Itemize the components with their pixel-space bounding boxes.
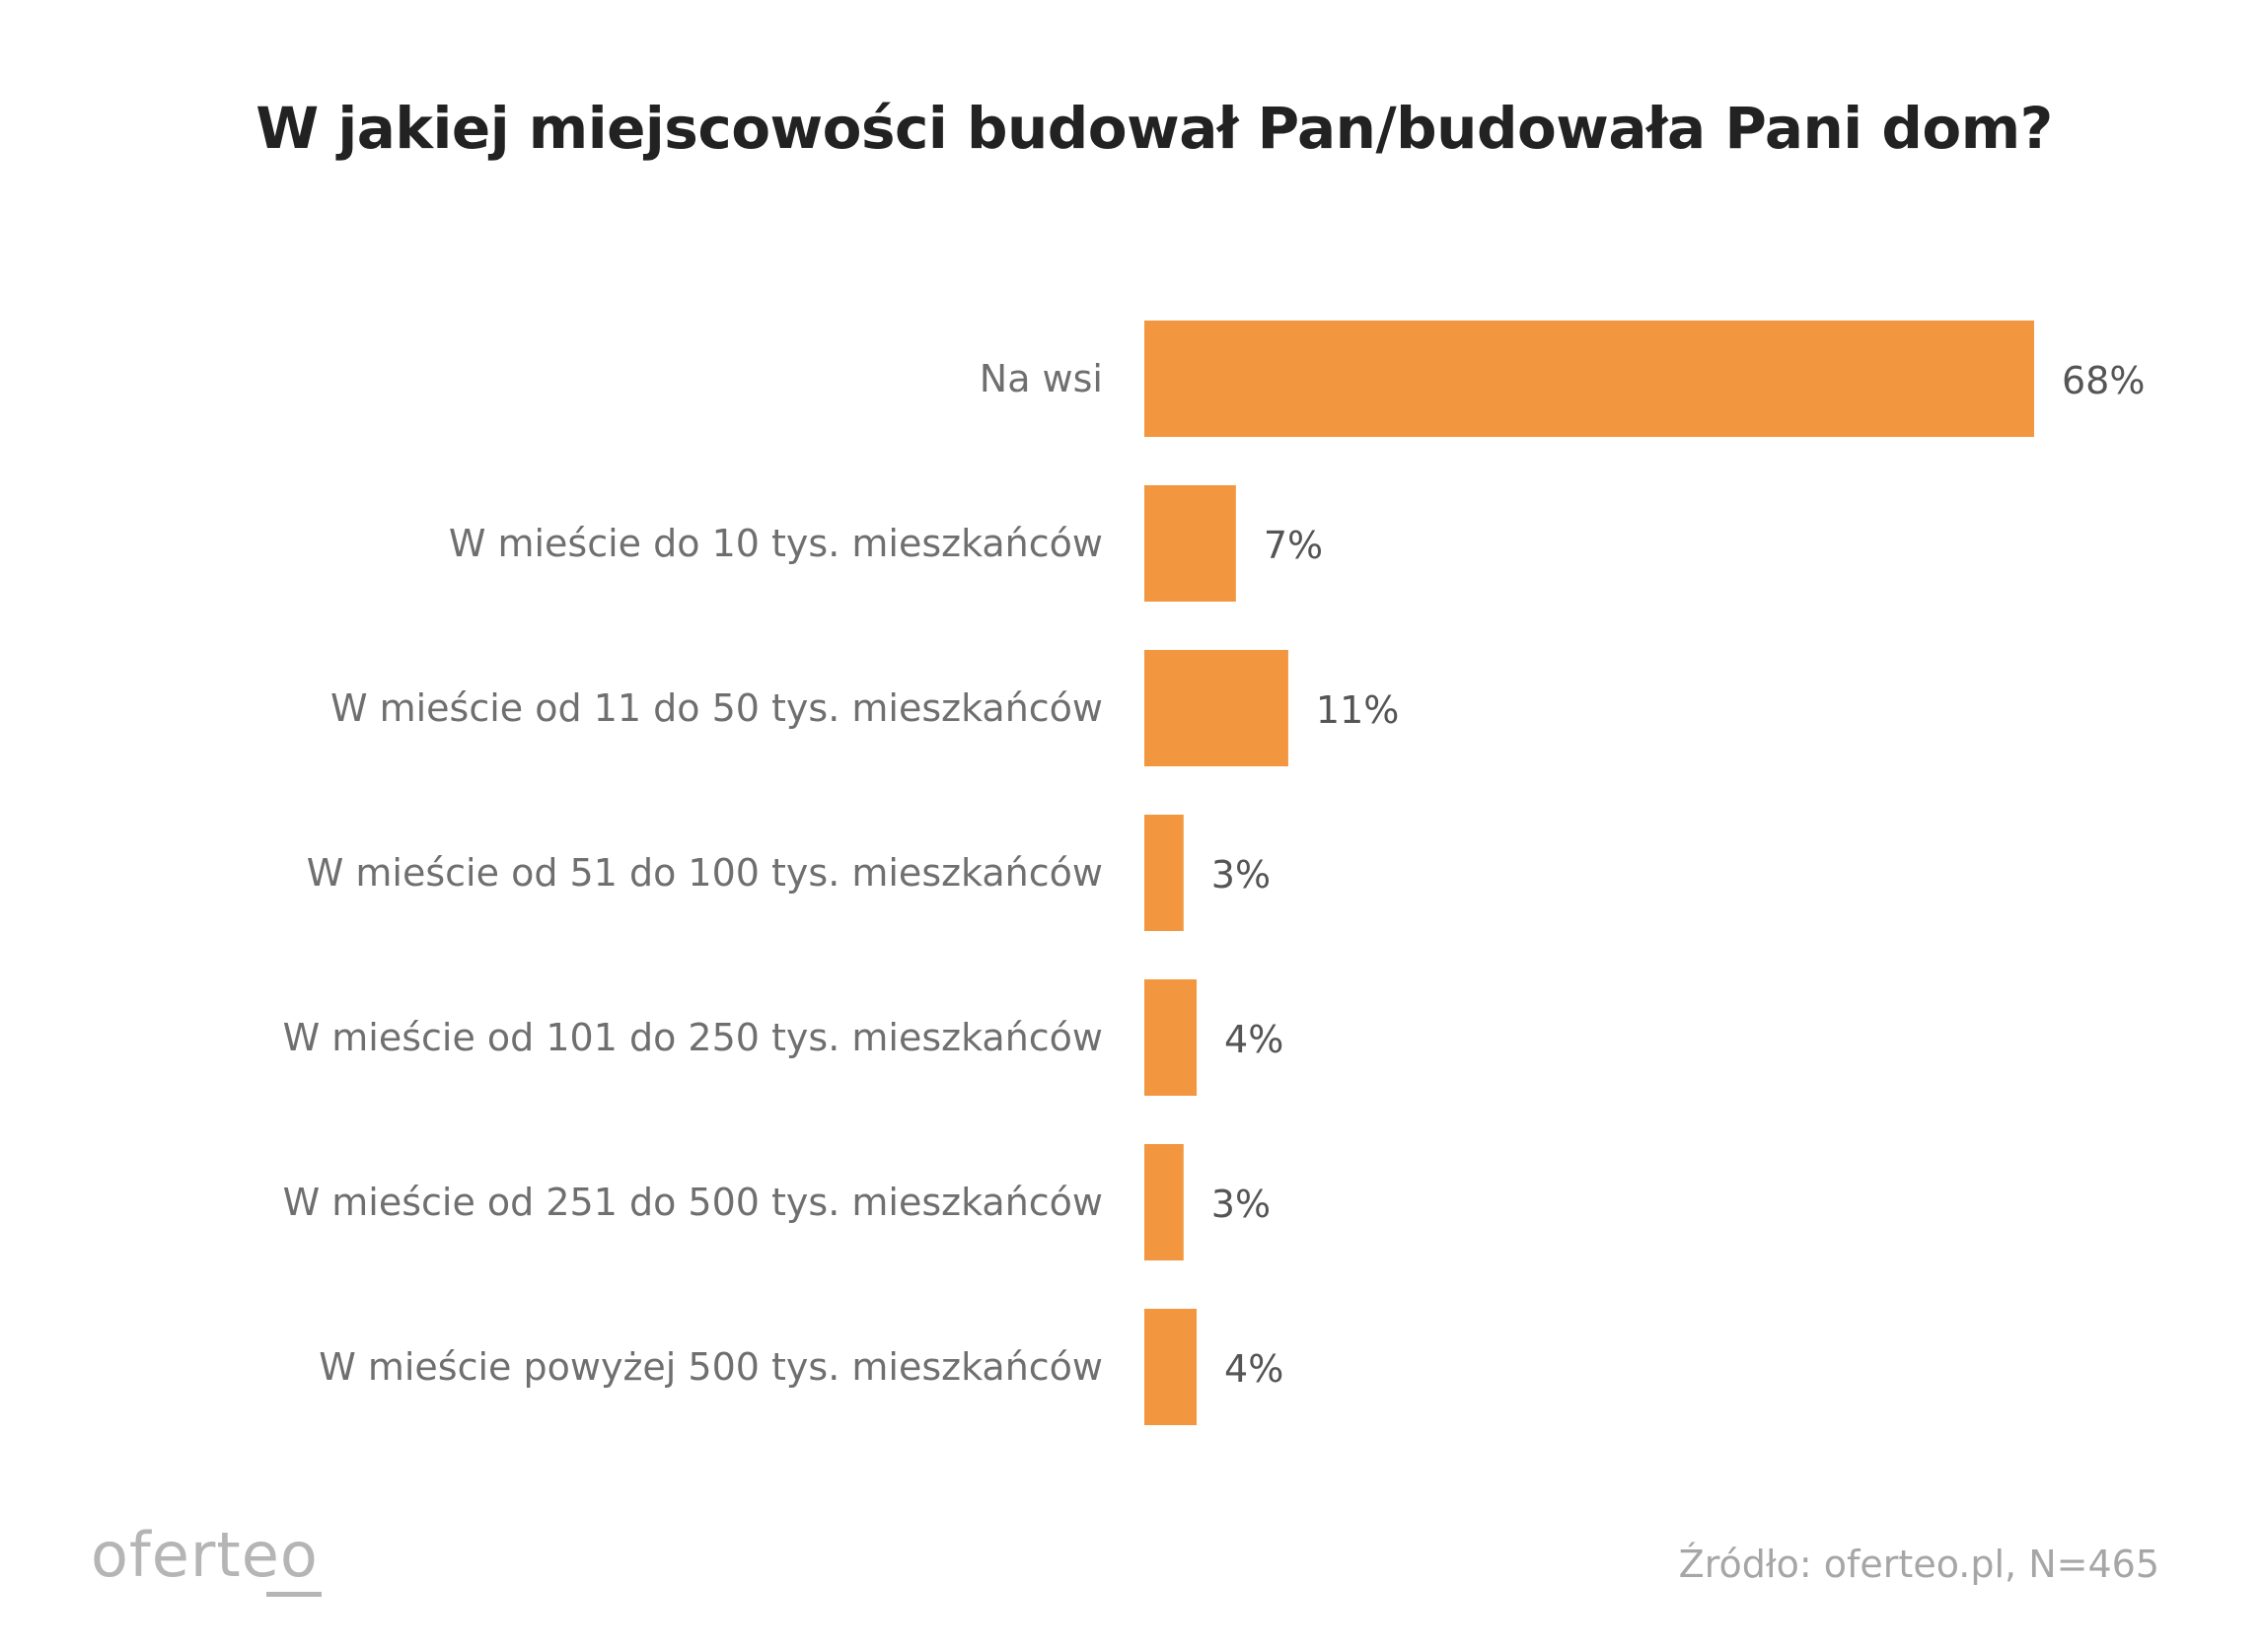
category-label: Na wsi	[980, 357, 1103, 400]
category-label: W mieście od 51 do 100 tys. mieszkańców	[307, 851, 1103, 895]
value-label: 3%	[1211, 853, 1271, 897]
bar-0	[1144, 321, 2034, 437]
value-label: 4%	[1224, 1018, 1283, 1061]
bar-3	[1144, 815, 1184, 931]
logo-underline	[266, 1592, 322, 1597]
bar-1	[1144, 485, 1236, 602]
category-label: W mieście od 251 do 500 tys. mieszkańców	[283, 1181, 1103, 1224]
value-label: 68%	[2062, 359, 2145, 402]
value-label: 7%	[1264, 524, 1323, 567]
oferteo-logo: oferteo	[91, 1519, 319, 1591]
bar-5	[1144, 1144, 1184, 1260]
category-label: W mieście powyżej 500 tys. mieszkańców	[319, 1345, 1103, 1389]
bar-4	[1144, 979, 1198, 1096]
bar-2	[1144, 650, 1288, 766]
chart-title: W jakiej miejscowości budował Pan/budowa…	[255, 95, 2053, 162]
category-label: W mieście od 101 do 250 tys. mieszkańców	[283, 1016, 1103, 1059]
value-label: 4%	[1224, 1347, 1283, 1391]
bar-6	[1144, 1309, 1198, 1425]
source-note: Źródło: oferteo.pl, N=465	[1678, 1543, 2159, 1586]
value-label: 3%	[1211, 1183, 1271, 1226]
category-label: W mieście do 10 tys. mieszkańców	[449, 522, 1103, 565]
category-label: W mieście od 11 do 50 tys. mieszkańców	[330, 686, 1103, 730]
value-label: 11%	[1316, 688, 1399, 732]
